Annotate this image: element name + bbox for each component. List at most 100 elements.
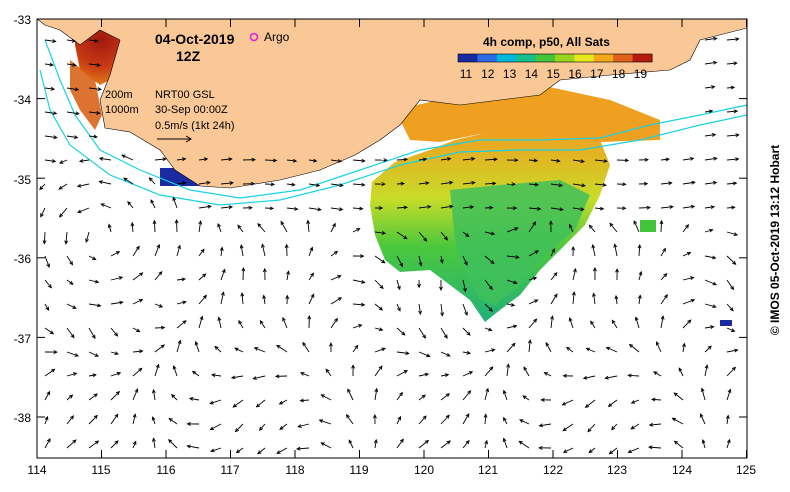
current-arrowhead xyxy=(337,297,343,301)
current-arrow xyxy=(198,273,206,281)
current-arrowhead xyxy=(202,273,207,278)
x-tick-label: 115 xyxy=(91,463,110,477)
current-arrowhead xyxy=(378,206,384,210)
current-arrowhead xyxy=(383,158,388,162)
current-arrowhead xyxy=(611,319,616,324)
current-arrowhead xyxy=(239,244,244,249)
current-arrowhead xyxy=(558,183,564,188)
colorbar-tick-label: 17 xyxy=(590,67,604,81)
current-arrowhead xyxy=(733,109,739,114)
current-arrow xyxy=(726,182,737,185)
current-arrow xyxy=(220,182,233,185)
current-arrow xyxy=(297,447,310,450)
current-arrow xyxy=(241,293,244,305)
current-arrowhead xyxy=(251,157,257,162)
current-arrow xyxy=(550,159,560,162)
current-arrowhead xyxy=(551,248,556,253)
current-arrow xyxy=(628,374,640,377)
current-arrow xyxy=(88,63,101,66)
current-arrow xyxy=(660,294,668,305)
current-arrow xyxy=(633,220,640,233)
current-arrowhead xyxy=(379,284,384,290)
current-arrowhead xyxy=(511,182,516,187)
current-arrow xyxy=(682,158,694,161)
current-arrow xyxy=(286,207,298,210)
current-arrowhead xyxy=(270,182,276,187)
current-arrowhead xyxy=(234,428,239,433)
current-arrowhead xyxy=(378,365,383,370)
current-arrowhead xyxy=(134,388,139,393)
current-arrowhead xyxy=(439,286,443,292)
current-arrow xyxy=(649,423,662,426)
current-arrowhead xyxy=(45,306,50,311)
colorbar-block xyxy=(593,54,614,62)
current-arrowhead xyxy=(707,345,712,350)
current-arrowhead xyxy=(181,157,187,162)
current-arrow xyxy=(66,87,79,91)
current-arrow xyxy=(590,321,596,329)
current-arrowhead xyxy=(296,446,301,451)
current-arrow xyxy=(726,62,737,65)
current-arrow xyxy=(726,255,736,265)
current-arrow xyxy=(484,182,496,185)
current-arrowhead xyxy=(162,157,167,162)
current-arrow xyxy=(484,388,489,401)
current-arrowhead xyxy=(403,157,409,162)
current-arrowhead xyxy=(730,285,735,291)
current-arrow xyxy=(562,399,574,406)
current-arrow xyxy=(593,293,596,305)
current-arrow xyxy=(374,388,378,401)
current-arrowhead xyxy=(248,205,253,210)
current-arrow xyxy=(682,299,695,305)
current-arrow xyxy=(674,440,684,449)
current-arrowhead xyxy=(91,334,96,340)
current-arrowhead xyxy=(713,36,718,41)
current-arrowhead xyxy=(483,413,488,418)
current-arrowhead xyxy=(186,422,191,426)
current-arrowhead xyxy=(160,325,166,330)
current-arrow xyxy=(168,418,178,425)
current-arrowhead xyxy=(381,259,386,264)
analysis-time-label: 30-Sep 00:00Z xyxy=(155,104,228,116)
current-arrow xyxy=(110,251,120,257)
current-arrow xyxy=(330,297,342,305)
current-arrow xyxy=(523,366,530,377)
current-arrowhead xyxy=(584,404,590,408)
current-arrowhead xyxy=(309,246,314,252)
current-arrowhead xyxy=(468,371,474,375)
current-arrow xyxy=(99,157,112,161)
current-arrowhead xyxy=(506,363,510,368)
current-arrow xyxy=(550,248,555,257)
current-arrow xyxy=(484,303,493,312)
current-arrow xyxy=(79,159,90,162)
current-arrowhead xyxy=(329,342,333,347)
current-arrow xyxy=(110,351,119,355)
current-arrow xyxy=(569,317,574,329)
current-arrowhead xyxy=(732,181,738,186)
current-arrowhead xyxy=(422,415,427,420)
current-arrow xyxy=(506,303,515,306)
current-arrow xyxy=(506,343,516,353)
current-arrowhead xyxy=(568,223,573,229)
current-arrowhead xyxy=(491,348,496,353)
y-tick-label: -37 xyxy=(14,332,32,346)
current-arrowhead xyxy=(556,158,561,163)
current-arrow xyxy=(321,394,332,401)
current-arrow xyxy=(660,248,666,257)
current-arrowhead xyxy=(533,158,539,163)
current-arrowhead xyxy=(607,403,613,408)
current-arrow xyxy=(484,327,492,331)
current-arrowhead xyxy=(291,182,296,187)
current-arrowhead xyxy=(94,353,100,357)
current-arrow xyxy=(660,182,672,185)
current-arrowhead xyxy=(139,272,144,277)
current-arrowhead xyxy=(519,419,524,423)
current-arrow xyxy=(308,207,321,211)
current-arrowhead xyxy=(135,245,140,250)
current-arrowhead xyxy=(107,223,112,229)
current-arrow xyxy=(154,303,163,308)
current-arrow xyxy=(611,423,618,430)
composite-label: 4h comp, p50, All Sats xyxy=(483,35,610,49)
current-arrowhead xyxy=(318,419,324,423)
current-arrowhead xyxy=(518,440,523,445)
